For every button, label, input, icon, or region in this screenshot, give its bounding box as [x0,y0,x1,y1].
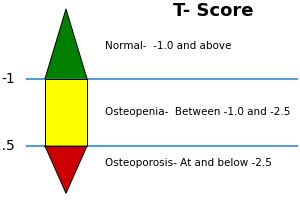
Text: -2.5: -2.5 [0,139,15,153]
Polygon shape [45,79,87,146]
Text: Osteoporosis- At and below -2.5: Osteoporosis- At and below -2.5 [105,158,272,168]
Polygon shape [45,9,87,79]
Text: Normal-  -1.0 and above: Normal- -1.0 and above [105,41,231,51]
Polygon shape [45,146,87,193]
Text: -1: -1 [1,72,15,86]
Text: Osteopenia-  Between -1.0 and -2.5: Osteopenia- Between -1.0 and -2.5 [105,107,290,117]
Text: T- Score: T- Score [173,2,253,20]
